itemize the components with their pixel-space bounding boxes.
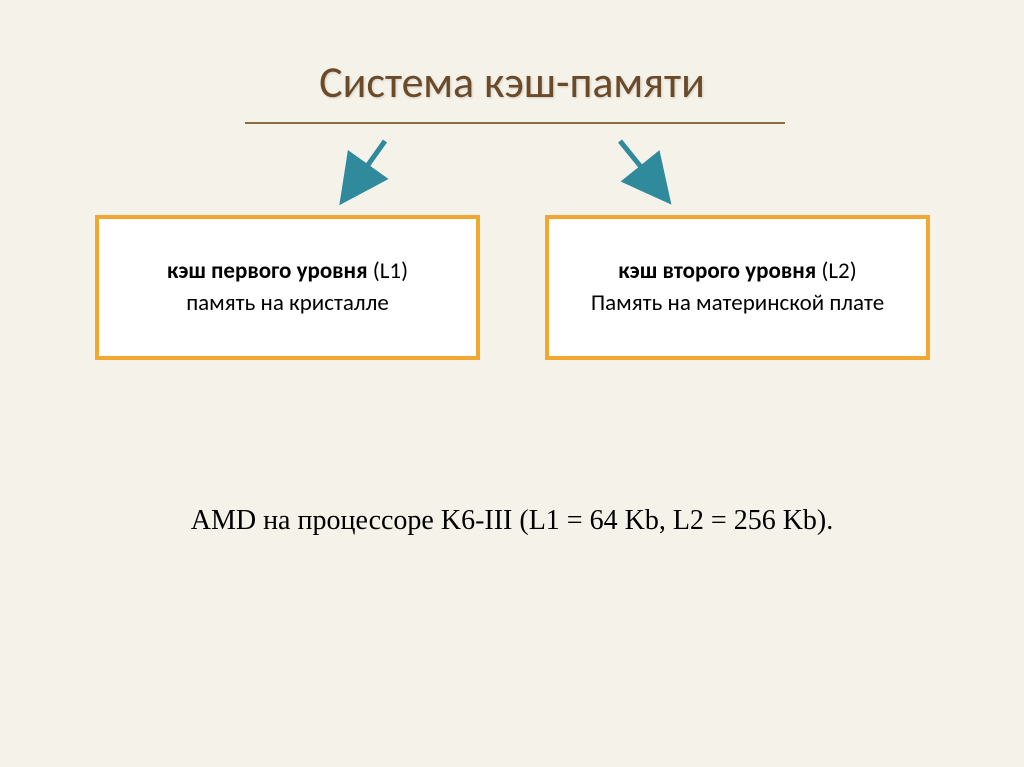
arrow-right-icon — [600, 133, 680, 213]
box-left-line2: память на кристалле — [186, 288, 389, 319]
slide-title: Система кэш-памяти — [0, 55, 1024, 109]
box-left-bold: кэш первого уровня — [167, 257, 368, 285]
title-underline — [245, 122, 785, 124]
box-left-rest: (L1) — [368, 257, 408, 285]
arrow-left-icon — [330, 133, 410, 213]
box-l2-cache: кэш второго уровня (L2) Память на матери… — [545, 215, 930, 360]
box-l1-cache: кэш первого уровня (L1) память на криста… — [95, 215, 480, 360]
box-right-rest: (L2) — [816, 257, 856, 285]
box-left-line1: кэш первого уровня (L1) — [167, 256, 408, 287]
box-right-line2: Память на материнской плате — [591, 288, 884, 319]
box-right-line1: кэш второго уровня (L2) — [618, 256, 856, 287]
box-right-bold: кэш второго уровня — [618, 257, 816, 285]
caption-text: AMD на процессоре K6-III (L1 = 64 Kb, L2… — [0, 505, 1024, 537]
